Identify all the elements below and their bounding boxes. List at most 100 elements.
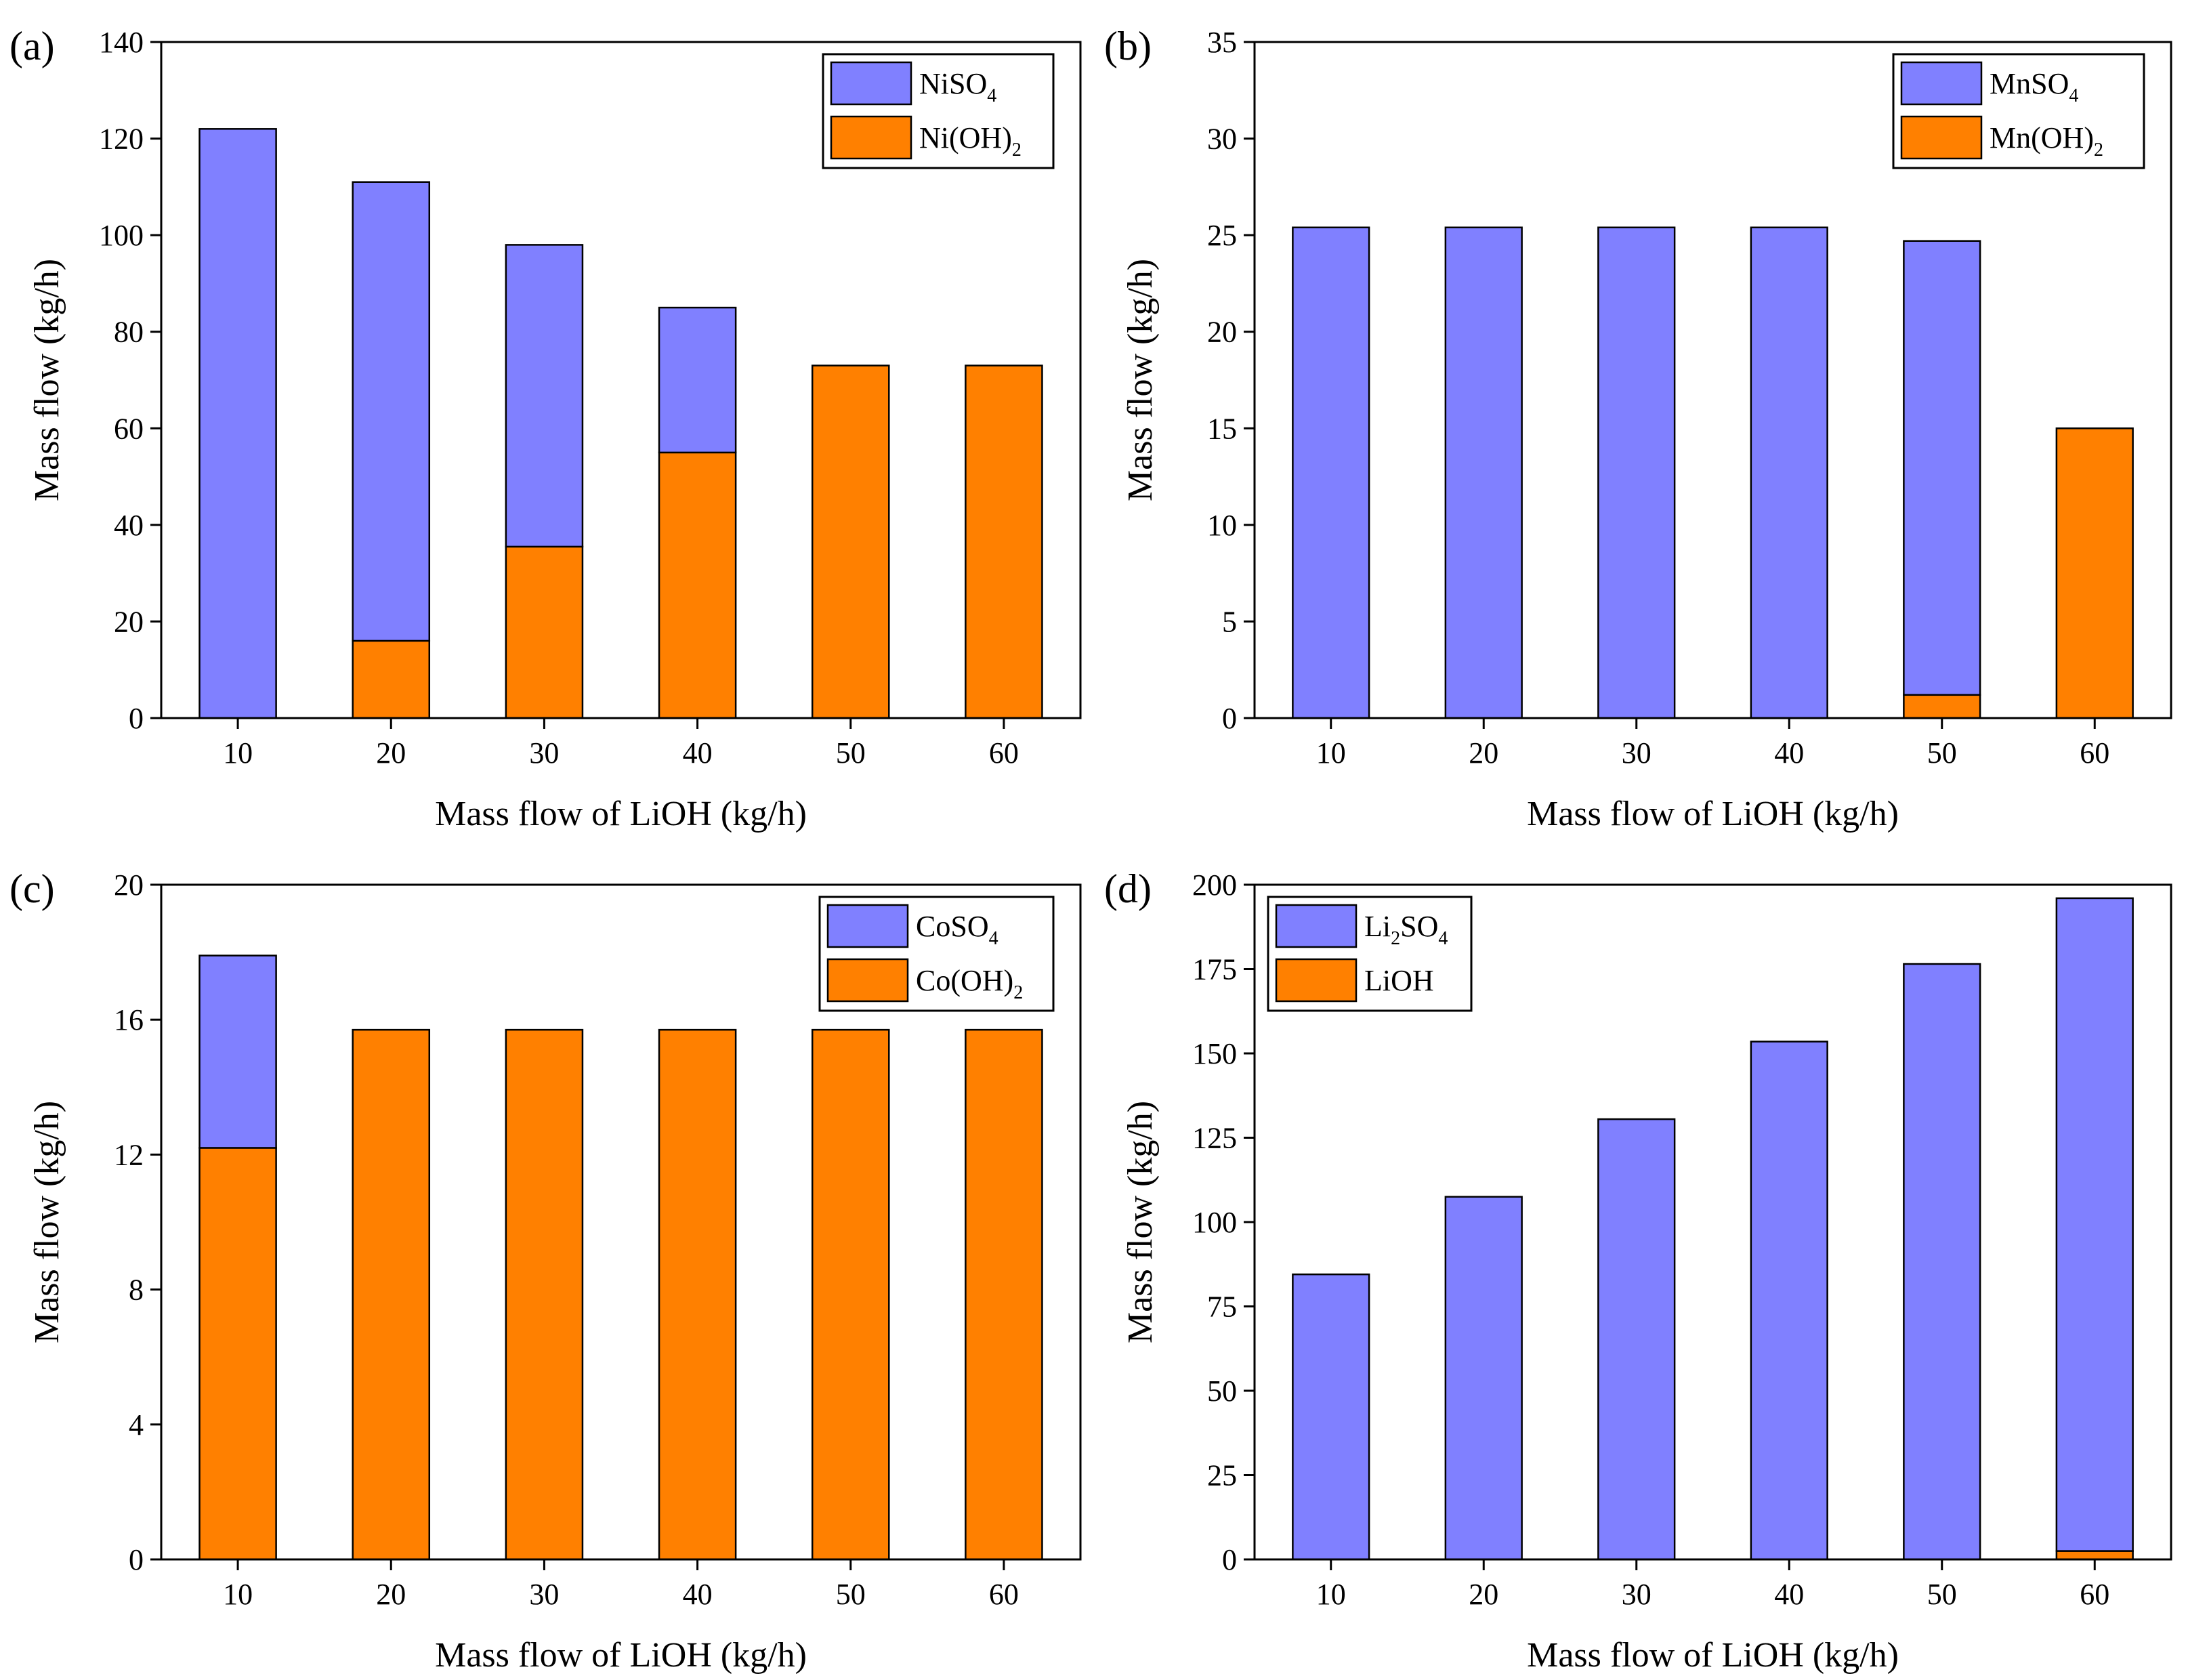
legend-swatch <box>1275 958 1358 1003</box>
chart-panel-3: 0 4 8 12 16 20 10 20 30 40 50 60 Mass flow of LiOH (… <box>9 866 1082 1675</box>
y-tick-label: 15 <box>1207 412 1237 445</box>
y-tick-label: 100 <box>99 219 144 252</box>
y-tick-label: 30 <box>1207 123 1237 156</box>
bar-mnoh-50 <box>1903 694 1981 719</box>
legend-label: MnSO4 <box>1990 67 2078 106</box>
y-tick-label: 4 <box>129 1408 144 1442</box>
bar-nioh-40 <box>658 451 737 719</box>
bar-mnso-30 <box>1597 226 1676 719</box>
x-tick-label: 50 <box>1927 736 1957 770</box>
y-axis-label: Mass flow (kg/h) <box>1121 1101 1160 1343</box>
x-tick-label: 10 <box>223 736 253 770</box>
bar-coso-10 <box>198 954 277 1149</box>
x-tick-label: 20 <box>376 736 406 770</box>
x-tick-label: 40 <box>1774 1578 1804 1611</box>
legend-label: NiSO4 <box>919 67 996 106</box>
legend: Li2SO4 LiOH <box>1267 896 1473 1012</box>
bar-niso-30 <box>505 244 584 548</box>
legend-label: LiOH <box>1364 964 1434 997</box>
x-tick-label: 20 <box>376 1578 406 1611</box>
x-axis-label: Mass flow of LiOH (kg/h) <box>435 1636 807 1675</box>
legend-swatch <box>1275 904 1358 948</box>
legend-swatch <box>826 958 909 1003</box>
bar-mnso-50 <box>1903 240 1981 696</box>
legend-label: Mn(OH)2 <box>1990 121 2103 161</box>
x-tick-label: 30 <box>1622 736 1651 770</box>
x-tick-label: 20 <box>1469 1578 1498 1611</box>
bar-li2so4-30 <box>1597 1118 1676 1561</box>
y-tick-label: 120 <box>99 123 144 156</box>
y-axis-label: Mass flow (kg/h) <box>1121 259 1160 501</box>
legend-label: CoSO4 <box>916 910 998 949</box>
chart-panel-2: 0 5 10 15 20 25 30 35 10 20 30 40 50 60 Mass flow of L… <box>1104 24 2172 833</box>
panel-label: (c) <box>9 866 55 911</box>
bar-mnoh-60 <box>2055 427 2134 719</box>
bar-mnso-20 <box>1444 226 1523 719</box>
bar-nioh-20 <box>352 639 431 719</box>
bar-cooh-60 <box>965 1028 1043 1561</box>
x-tick-label: 60 <box>2080 1578 2109 1611</box>
y-tick-label: 20 <box>1207 316 1237 349</box>
bar-li2so4-10 <box>1292 1273 1370 1561</box>
y-tick-label: 125 <box>1192 1122 1237 1155</box>
panel-label: (d) <box>1104 866 1152 911</box>
legend-swatch <box>1900 115 1983 160</box>
legend: MnSO4 Mn(OH)2 <box>1892 53 2145 169</box>
x-tick-label: 40 <box>1774 736 1804 770</box>
chart-panel-1: 0 20 40 60 80 100 120 140 10 20 30 40 50 60 Mass flow … <box>9 24 1082 833</box>
legend: CoSO4 Co(OH)2 <box>818 896 1055 1012</box>
bar-li2so4-20 <box>1444 1196 1523 1561</box>
x-tick-label: 40 <box>683 1578 713 1611</box>
y-tick-label: 150 <box>1192 1037 1237 1070</box>
bar-cooh-50 <box>811 1028 890 1561</box>
x-tick-label: 50 <box>1927 1578 1957 1611</box>
bar-niso-10 <box>198 128 277 719</box>
y-tick-label: 175 <box>1192 953 1237 986</box>
y-tick-label: 20 <box>114 868 144 902</box>
legend-swatch <box>826 904 909 948</box>
x-axis-label: Mass flow of LiOH (kg/h) <box>1527 795 1899 833</box>
x-tick-label: 60 <box>2080 736 2109 770</box>
chart-panel-4: 0 25 50 75 100 125 150 175 200 10 20 30 40 50 60 Mass f… <box>1104 866 2172 1675</box>
bar-cooh-20 <box>352 1028 431 1561</box>
legend-label: Ni(OH)2 <box>919 121 1022 161</box>
legend-label: Li2SO4 <box>1364 910 1448 949</box>
y-tick-label: 12 <box>114 1138 144 1171</box>
y-tick-label: 80 <box>114 316 144 349</box>
y-tick-label: 10 <box>1207 509 1237 542</box>
bar-lioh-60 <box>2055 1550 2134 1561</box>
y-tick-label: 0 <box>1222 702 1237 735</box>
y-tick-label: 25 <box>1207 1459 1237 1492</box>
bar-nioh-50 <box>811 364 890 719</box>
x-tick-label: 40 <box>683 736 713 770</box>
bar-cooh-40 <box>658 1028 737 1561</box>
y-tick-label: 20 <box>114 605 144 638</box>
legend: NiSO4 Ni(OH)2 <box>822 53 1055 169</box>
x-tick-label: 50 <box>836 736 866 770</box>
x-axis-label: Mass flow of LiOH (kg/h) <box>1527 1636 1899 1675</box>
legend-swatch <box>1900 61 1983 106</box>
bar-cooh-30 <box>505 1028 584 1561</box>
panel-label: (b) <box>1104 24 1152 68</box>
y-tick-label: 25 <box>1207 219 1237 252</box>
x-tick-label: 30 <box>529 1578 559 1611</box>
plot-frame <box>160 883 1082 1561</box>
x-tick-label: 30 <box>529 736 559 770</box>
bar-cooh-10 <box>198 1147 277 1561</box>
bar-niso-40 <box>658 306 737 454</box>
y-tick-label: 0 <box>129 1543 144 1576</box>
y-tick-label: 40 <box>114 509 144 542</box>
y-axis-label: Mass flow (kg/h) <box>28 259 66 501</box>
y-axis-label: Mass flow (kg/h) <box>28 1101 66 1343</box>
bar-mnso-40 <box>1750 226 1828 719</box>
x-tick-label: 50 <box>836 1578 866 1611</box>
bar-li2so4-60 <box>2055 897 2134 1552</box>
x-tick-label: 60 <box>989 736 1019 770</box>
legend-label: Co(OH)2 <box>916 964 1023 1003</box>
bar-li2so4-50 <box>1903 963 1981 1561</box>
x-tick-label: 20 <box>1469 736 1498 770</box>
y-tick-label: 200 <box>1192 868 1237 902</box>
bar-li2so4-40 <box>1750 1041 1828 1561</box>
y-tick-label: 75 <box>1207 1290 1237 1324</box>
